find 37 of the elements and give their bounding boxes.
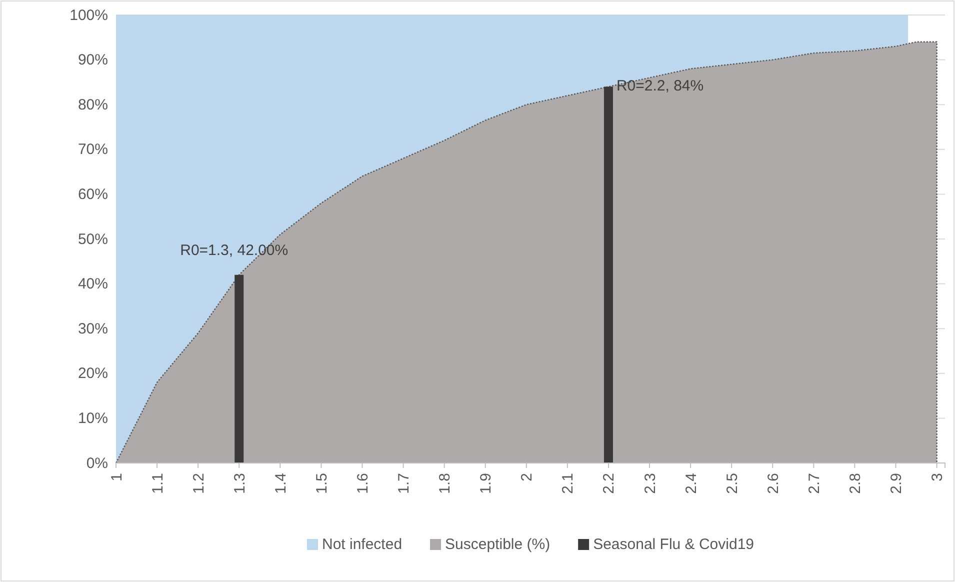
x-tick-label: 1 <box>108 473 126 482</box>
x-tick-label: 2.5 <box>724 473 741 494</box>
x-tick-label: 2.3 <box>642 473 659 494</box>
y-tick-label: 20% <box>78 365 108 382</box>
x-tick-label: 1.8 <box>436 473 454 494</box>
x-tick-label: 2.7 <box>806 473 823 494</box>
y-tick-label: 90% <box>78 52 108 69</box>
x-tick-label: 2.4 <box>682 473 700 494</box>
y-tick-label: 40% <box>78 276 108 293</box>
x-tick-label: 2.8 <box>846 473 864 494</box>
x-tick-label: 2.6 <box>764 473 782 494</box>
legend-label: Susceptible (%) <box>445 536 550 553</box>
x-tick-label: 1.2 <box>190 473 208 494</box>
x-tick-label: 1.7 <box>396 473 413 494</box>
x-tick-label: 3 <box>929 473 946 482</box>
y-tick-label: 0% <box>86 454 108 472</box>
legend-label: Seasonal Flu & Covid19 <box>593 536 754 553</box>
annotation: R0=1.3, 42.00% <box>180 242 288 259</box>
x-tick-label: 1.3 <box>231 473 248 494</box>
y-tick-label: 50% <box>78 230 108 248</box>
x-tick-label: 2.1 <box>560 473 577 494</box>
x-tick-label: 2.9 <box>888 473 906 494</box>
x-tick-label: 1.9 <box>478 473 495 494</box>
y-tick-label: 30% <box>78 320 108 338</box>
y-tick-label: 10% <box>78 410 108 427</box>
y-tick-label: 70% <box>78 141 108 158</box>
x-tick-label: 1.5 <box>313 473 330 494</box>
y-tick-label: 80% <box>78 96 108 114</box>
x-tick-label: 2 <box>518 473 536 482</box>
x-tick-label: 1.1 <box>149 473 166 494</box>
x-tick-label: 1.6 <box>354 473 372 494</box>
y-tick-label: 60% <box>78 186 108 203</box>
x-tick-label: 1.4 <box>272 473 290 494</box>
y-tick-label: 100% <box>70 6 108 24</box>
annotation: R0=2.2, 84% <box>616 78 704 95</box>
x-tick-label: 2.2 <box>600 473 618 494</box>
legend-label: Not infected <box>322 536 402 553</box>
